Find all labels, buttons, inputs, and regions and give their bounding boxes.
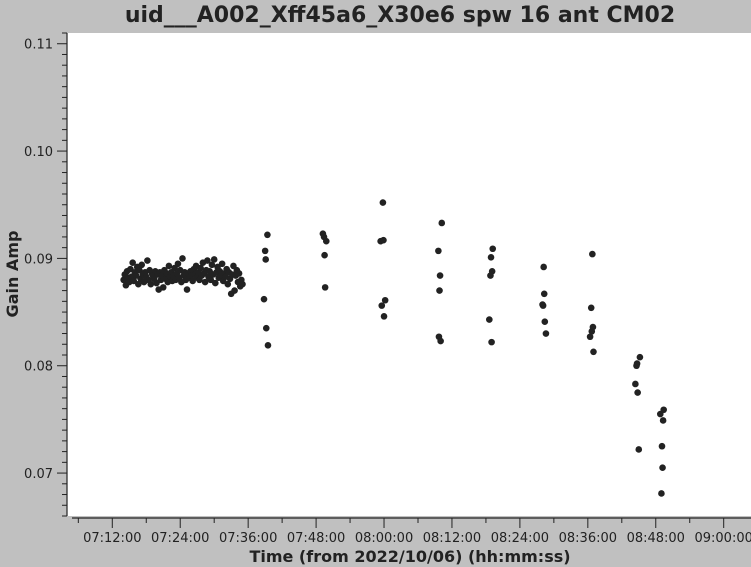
x-tick-label: 07:24:00 <box>151 531 209 546</box>
data-point <box>540 290 548 298</box>
data-point <box>438 219 446 227</box>
data-point <box>487 254 495 261</box>
data-point <box>590 348 597 356</box>
data-point <box>636 353 644 361</box>
data-point <box>587 304 595 312</box>
data-point <box>378 302 386 309</box>
data-point <box>224 280 232 288</box>
data-point <box>542 330 550 337</box>
data-point <box>589 323 597 331</box>
data-point <box>435 247 442 255</box>
y-axis-label: Gain Amp <box>3 231 22 318</box>
data-point <box>135 280 142 288</box>
y-axis-ticks: 0.07 0.08 0.09 0.10 0.11 <box>24 32 67 517</box>
data-point <box>208 261 216 269</box>
data-point <box>539 302 547 309</box>
x-axis-label: Time (from 2022/10/06) (hh:mm:ss) <box>249 547 570 566</box>
data-point <box>488 338 495 346</box>
x-tick-label: 07:48:00 <box>287 531 345 546</box>
data-point <box>489 245 497 253</box>
data-point <box>321 251 328 259</box>
data-point <box>589 250 596 258</box>
data-point <box>165 262 173 270</box>
x-tick-label: 08:48:00 <box>627 531 685 546</box>
data-point <box>262 256 270 263</box>
data-point <box>210 256 218 263</box>
data-point <box>659 417 667 424</box>
data-points <box>120 199 667 497</box>
data-point <box>204 257 211 264</box>
data-point <box>212 279 219 287</box>
data-point <box>321 284 329 291</box>
data-point <box>183 286 191 293</box>
data-point <box>379 199 387 206</box>
data-point <box>201 278 209 286</box>
y-tick-label: 0.07 <box>24 467 53 482</box>
data-point <box>260 295 268 303</box>
data-point <box>129 259 136 266</box>
data-point <box>436 272 444 279</box>
data-point <box>174 260 182 268</box>
data-point <box>147 280 155 288</box>
data-point <box>659 464 666 472</box>
x-tick-label: 08:00:00 <box>355 531 413 546</box>
data-point <box>437 337 444 345</box>
data-point <box>239 280 246 288</box>
x-tick-label: 07:12:00 <box>83 531 141 546</box>
data-point <box>436 287 443 294</box>
data-point <box>231 287 238 294</box>
data-point <box>380 236 387 244</box>
data-point <box>486 316 493 323</box>
data-point <box>541 318 549 326</box>
x-tick-label: 08:24:00 <box>491 531 549 546</box>
data-point <box>658 490 665 497</box>
data-point <box>138 261 146 269</box>
data-point <box>632 380 639 388</box>
data-point <box>658 442 666 450</box>
data-point <box>197 264 204 272</box>
data-point <box>540 263 547 271</box>
data-point <box>159 284 167 291</box>
data-point <box>488 267 496 275</box>
data-point <box>634 389 641 396</box>
data-point <box>218 260 226 268</box>
data-point <box>322 237 330 245</box>
data-point <box>635 446 643 453</box>
y-tick-label: 0.09 <box>24 252 53 267</box>
data-point <box>586 333 594 341</box>
data-point <box>144 257 151 264</box>
x-tick-label: 08:12:00 <box>423 531 481 546</box>
x-axis-ticks: 07:12:00 07:24:00 07:36:00 07:48:00 08:00:00… <box>77 518 751 546</box>
data-point <box>381 296 389 304</box>
data-point <box>633 360 641 367</box>
data-point <box>262 324 270 332</box>
y-tick-label: 0.08 <box>24 360 53 375</box>
y-tick-label: 0.10 <box>24 145 53 160</box>
data-point <box>380 313 388 320</box>
data-point <box>660 406 667 414</box>
data-point <box>261 247 269 255</box>
data-point <box>264 342 272 349</box>
y-tick-label: 0.11 <box>24 38 53 53</box>
x-tick-label: 08:36:00 <box>559 531 617 546</box>
x-tick-label: 07:36:00 <box>219 531 277 546</box>
x-tick-label: 09:00:00 <box>694 531 751 546</box>
data-point <box>264 231 271 239</box>
data-point <box>179 255 186 262</box>
chart-title: uid___A002_Xff45a6_X30e6 spw 16 ant CM02 <box>125 3 675 28</box>
data-point <box>235 270 243 277</box>
